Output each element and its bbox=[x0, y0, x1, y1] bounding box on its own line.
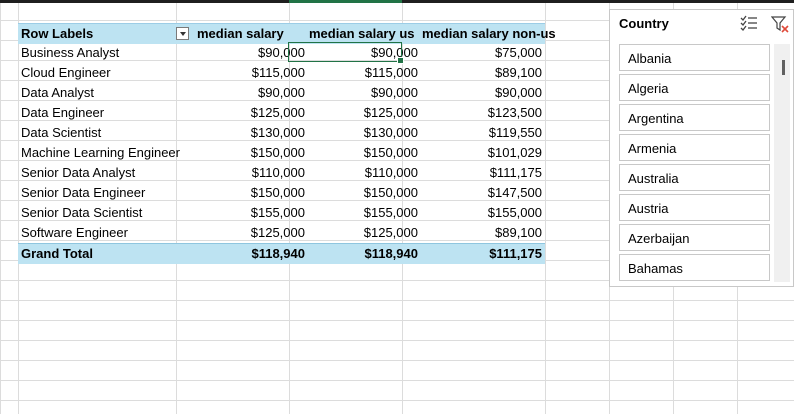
median-salary-us-cell[interactable]: $150,000 bbox=[363, 185, 418, 200]
active-cell-selection[interactable] bbox=[288, 42, 404, 64]
median-salary-us-cell[interactable]: $115,000 bbox=[364, 65, 418, 80]
median-salary-non-us-cell[interactable]: $75,000 bbox=[495, 45, 542, 60]
table-row: Data Analyst $90,000 $90,000 $90,000 bbox=[18, 83, 545, 103]
median-salary-cell[interactable]: $130,000 bbox=[250, 125, 305, 140]
row-label[interactable]: Business Analyst bbox=[21, 45, 120, 60]
row-label[interactable]: Senior Data Analyst bbox=[21, 165, 136, 180]
median-salary-cell[interactable]: $115,000 bbox=[251, 65, 305, 80]
median-salary-cell[interactable]: $110,000 bbox=[251, 165, 305, 180]
median-salary-non-us-cell[interactable]: $119,550 bbox=[488, 125, 542, 140]
grand-total-median-salary-us[interactable]: $118,940 bbox=[364, 246, 418, 261]
median-salary-us-cell[interactable]: $90,000 bbox=[371, 45, 418, 60]
multi-select-icon[interactable] bbox=[740, 15, 758, 31]
row-labels-filter-dropdown-icon[interactable] bbox=[176, 27, 189, 40]
slicer-item-argentina[interactable]: Argentina bbox=[619, 104, 770, 131]
row-label[interactable]: Data Scientist bbox=[21, 125, 102, 140]
row-label[interactable]: Machine Learning Engineer bbox=[21, 145, 180, 160]
row-label[interactable]: Cloud Engineer bbox=[21, 65, 111, 80]
pivot-header-row: Row Labels median salary median salary u… bbox=[18, 23, 556, 44]
median-salary-cell[interactable]: $90,000 bbox=[258, 85, 305, 100]
table-row: Software Engineer $125,000 $125,000 $89,… bbox=[18, 223, 545, 243]
grand-total-median-salary-non-us[interactable]: $111,175 bbox=[489, 246, 542, 261]
median-salary-cell[interactable]: $150,000 bbox=[250, 145, 305, 160]
slicer-item-austria[interactable]: Austria bbox=[619, 194, 770, 221]
grand-total-row: Grand Total $118,940 $118,940 $111,175 bbox=[18, 243, 545, 264]
table-row: Machine Learning Engineer $150,000 $150,… bbox=[18, 143, 545, 163]
column-gridline bbox=[545, 0, 546, 414]
row-label[interactable]: Data Engineer bbox=[21, 105, 105, 120]
slicer-title: Country bbox=[619, 16, 669, 31]
median-salary-us-cell[interactable]: $125,000 bbox=[363, 105, 418, 120]
table-row: Cloud Engineer $115,000 $115,000 $89,100 bbox=[18, 63, 545, 83]
table-row: Senior Data Engineer $150,000 $150,000 $… bbox=[18, 183, 545, 203]
country-slicer[interactable]: Country Albania Algeria Argentina Armeni… bbox=[609, 9, 794, 287]
grand-total-median-salary[interactable]: $118,940 bbox=[251, 246, 305, 261]
column-gridline bbox=[402, 0, 403, 414]
row-label[interactable]: Data Analyst bbox=[21, 85, 94, 100]
median-salary-non-us-cell[interactable]: $147,500 bbox=[487, 185, 542, 200]
median-salary-cell[interactable]: $125,000 bbox=[250, 225, 305, 240]
row-labels-header[interactable]: Row Labels bbox=[21, 26, 94, 41]
median-salary-us-header[interactable]: median salary us bbox=[309, 26, 415, 41]
median-salary-cell[interactable]: $155,000 bbox=[250, 205, 305, 220]
median-salary-non-us-header[interactable]: median salary non-us bbox=[422, 26, 556, 41]
column-gridline bbox=[18, 0, 19, 414]
median-salary-non-us-cell[interactable]: $155,000 bbox=[487, 205, 542, 220]
median-salary-us-cell[interactable]: $130,000 bbox=[363, 125, 418, 140]
median-salary-us-cell[interactable]: $110,000 bbox=[364, 165, 418, 180]
grand-total-label[interactable]: Grand Total bbox=[21, 246, 93, 261]
median-salary-non-us-cell[interactable]: $89,100 bbox=[495, 65, 542, 80]
slicer-scrollbar[interactable] bbox=[774, 44, 790, 282]
row-label[interactable]: Senior Data Scientist bbox=[21, 205, 143, 220]
row-label[interactable]: Senior Data Engineer bbox=[21, 185, 146, 200]
selected-column-indicator bbox=[289, 0, 402, 3]
slicer-item-azerbaijan[interactable]: Azerbaijan bbox=[619, 224, 770, 251]
median-salary-cell[interactable]: $150,000 bbox=[250, 185, 305, 200]
median-salary-non-us-cell[interactable]: $90,000 bbox=[495, 85, 542, 100]
slicer-item-albania[interactable]: Albania bbox=[619, 44, 770, 71]
column-gridline bbox=[289, 0, 290, 414]
median-salary-us-cell[interactable]: $90,000 bbox=[371, 85, 418, 100]
median-salary-header[interactable]: median salary bbox=[197, 26, 284, 41]
table-row: Business Analyst $90,000 $90,000 $75,000 bbox=[18, 43, 545, 63]
median-salary-non-us-cell[interactable]: $111,175 bbox=[489, 165, 542, 180]
median-salary-non-us-cell[interactable]: $123,500 bbox=[487, 105, 542, 120]
median-salary-cell[interactable]: $125,000 bbox=[250, 105, 305, 120]
clear-filter-icon[interactable] bbox=[771, 15, 789, 33]
slicer-scroll-thumb[interactable] bbox=[782, 60, 785, 75]
table-row: Data Engineer $125,000 $125,000 $123,500 bbox=[18, 103, 545, 123]
median-salary-cell[interactable]: $90,000 bbox=[258, 45, 305, 60]
slicer-item-armenia[interactable]: Armenia bbox=[619, 134, 770, 161]
slicer-item-australia[interactable]: Australia bbox=[619, 164, 770, 191]
median-salary-non-us-cell[interactable]: $89,100 bbox=[495, 225, 542, 240]
slicer-item-bahamas[interactable]: Bahamas bbox=[619, 254, 770, 281]
median-salary-us-cell[interactable]: $125,000 bbox=[363, 225, 418, 240]
table-row: Senior Data Scientist $155,000 $155,000 … bbox=[18, 203, 545, 223]
table-row: Senior Data Analyst $110,000 $110,000 $1… bbox=[18, 163, 545, 183]
median-salary-us-cell[interactable]: $150,000 bbox=[363, 145, 418, 160]
table-row: Data Scientist $130,000 $130,000 $119,55… bbox=[18, 123, 545, 143]
slicer-item-algeria[interactable]: Algeria bbox=[619, 74, 770, 101]
median-salary-non-us-cell[interactable]: $101,029 bbox=[487, 145, 542, 160]
median-salary-us-cell[interactable]: $155,000 bbox=[363, 205, 418, 220]
row-label[interactable]: Software Engineer bbox=[21, 225, 128, 240]
column-gridline bbox=[176, 0, 177, 414]
